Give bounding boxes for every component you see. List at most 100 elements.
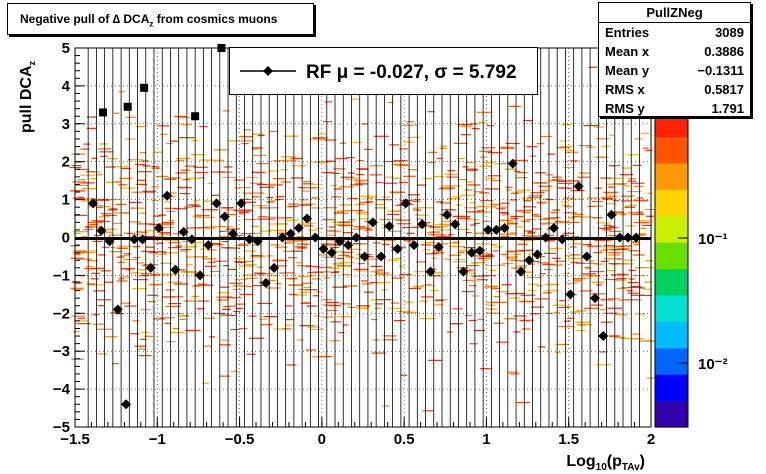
palette-cell [655,300,688,307]
data-point [186,234,197,245]
palette-cell [655,379,688,386]
stat-label: Mean y [605,63,650,78]
y-tick-label: 1 [62,192,70,209]
palette-cell [655,374,688,381]
data-point [334,236,345,247]
palette-cell [655,263,688,270]
y-tick-label: 4 [62,78,71,95]
palette-cell [655,146,688,153]
palette-cell [655,162,688,169]
data-point [88,198,99,209]
palette-cell [655,347,688,354]
stat-value: 0.5817 [704,82,744,97]
data-point [409,240,420,251]
data-point [524,255,535,266]
palette-cell [655,294,688,301]
y-axis-title: pull DCAz [18,60,37,133]
data-point [252,236,263,247]
palette-cell [655,226,688,233]
data-point [211,198,222,209]
data-point [137,234,148,245]
data-point [474,245,485,256]
palette-cell [655,395,688,402]
data-point [425,266,436,277]
palette-cell [655,384,688,391]
data-point [367,217,378,228]
palette-cell [655,236,688,243]
data-markers [88,44,642,410]
x-tick-label: −1 [149,431,166,448]
data-point [573,181,584,192]
palette-cell [655,257,688,264]
data-point [351,232,362,243]
data-point [590,293,601,304]
legend-text: RF μ = -0.027, σ = 5.792 [306,62,517,83]
palette-cell [655,141,688,148]
data-point [162,190,173,201]
data-point [631,232,642,243]
data-point [129,234,140,245]
data-point [557,234,568,245]
y-tick-label: −5 [53,419,70,436]
data-point [318,243,329,254]
stat-label: RMS x [605,82,645,97]
palette-cell [655,194,688,201]
data-point [384,221,395,232]
data-point [499,223,510,234]
data-point [219,211,230,222]
title-symbol: ∆ [112,12,121,26]
y-tick-label: −2 [53,305,70,322]
data-point [548,223,559,234]
histogram-title: Negative pull of ∆ DCAz from cosmics muo… [7,3,314,35]
data-point [376,251,387,262]
data-point [598,331,609,342]
data-point [178,226,189,237]
overflow-point [98,108,107,117]
data-point [614,232,625,243]
stat-value: 3089 [715,25,744,40]
stat-value: 1.791 [711,101,744,116]
data-point [532,249,543,260]
stats-name: PullZNeg [599,3,750,23]
data-point [302,213,313,224]
palette-cell [655,215,688,222]
palette-cell [655,289,688,296]
palette-cell [655,152,688,159]
data-point [96,225,107,236]
data-point [491,224,502,235]
palette-cell [655,189,688,196]
palette-cell [655,321,688,328]
palette-cell [655,390,688,396]
palette-cell [655,279,688,285]
data-point [458,266,469,277]
palette-cell [655,136,688,143]
title-sub: z [149,19,154,29]
palette-cell [655,168,688,174]
data-point [153,223,164,234]
y-tick-label: 3 [62,116,70,133]
data-point [359,251,370,262]
data-point [483,224,494,235]
legend-marker-icon [240,66,296,76]
palette-cell [655,183,688,190]
palette-cell [655,416,688,423]
fit-legend: RF μ = -0.027, σ = 5.792 [229,47,538,95]
data-point [343,240,354,251]
data-point [400,198,411,209]
palette-cell [655,273,688,280]
data-point [515,266,526,277]
palette-cell [655,268,688,275]
palette-cell [655,368,688,375]
y-tick-label: −4 [53,381,71,398]
overflow-point [191,112,200,121]
title-rest1: DCA [120,12,150,26]
data-point [227,228,238,239]
data-point [417,219,428,230]
palette-cell [655,178,688,185]
y-tick-label: −1 [53,267,70,284]
data-point [606,209,617,220]
palette-cell [655,331,688,338]
palette-cell [655,326,688,333]
data-point [326,247,337,258]
data-point [581,251,592,262]
